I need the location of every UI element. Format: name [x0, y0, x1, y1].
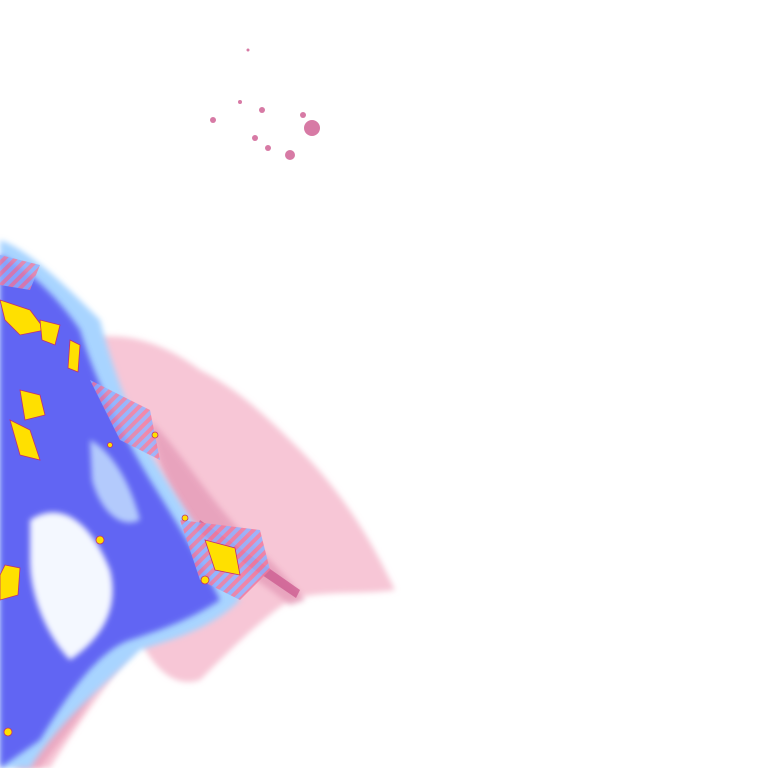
rain-gap-white [30, 512, 113, 660]
heavy-rain-cells [0, 299, 241, 737]
scattered-snow-north [210, 48, 320, 160]
mixed-hatched-area-2 [90, 380, 160, 460]
rain-gap-light [90, 440, 140, 523]
rain-region [0, 240, 270, 768]
mixed-hatched-area-3 [0, 255, 40, 290]
